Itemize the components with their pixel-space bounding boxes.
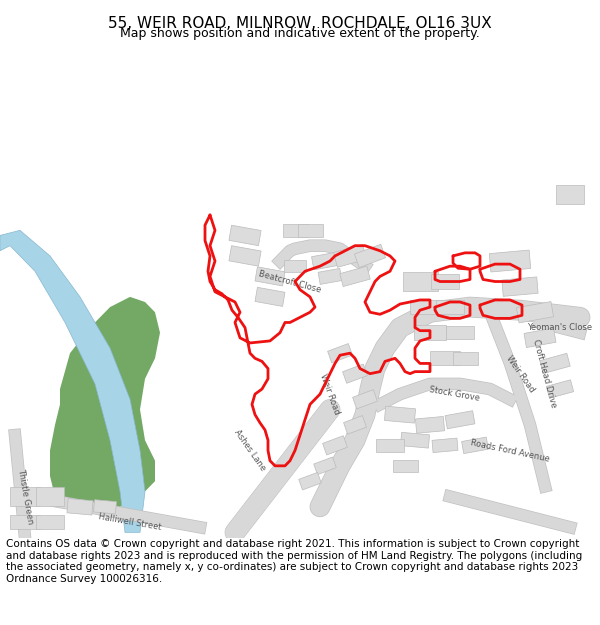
Bar: [432, 438, 458, 452]
Text: Beatcroft Close: Beatcroft Close: [258, 269, 322, 294]
Text: Thistle Green: Thistle Green: [16, 468, 34, 525]
Bar: [36, 488, 64, 506]
Polygon shape: [0, 231, 145, 532]
Text: 55, WEIR ROAD, MILNROW, ROCHDALE, OL16 3UX: 55, WEIR ROAD, MILNROW, ROCHDALE, OL16 3…: [108, 16, 492, 31]
Bar: [547, 380, 574, 398]
Bar: [255, 267, 285, 286]
Bar: [94, 499, 116, 514]
Bar: [298, 224, 323, 237]
Bar: [355, 244, 386, 268]
Bar: [445, 411, 475, 429]
Bar: [67, 499, 93, 515]
Bar: [385, 406, 416, 423]
Bar: [414, 325, 446, 341]
Text: Contains OS data © Crown copyright and database right 2021. This information is : Contains OS data © Crown copyright and d…: [6, 539, 582, 584]
Bar: [502, 277, 538, 296]
Text: Map shows position and indicative extent of the property.: Map shows position and indicative extent…: [120, 28, 480, 41]
Bar: [446, 326, 474, 339]
Text: Stock Grove: Stock Grove: [429, 385, 481, 403]
Bar: [255, 288, 285, 306]
Text: Roads Ford Avenue: Roads Ford Avenue: [470, 438, 550, 463]
Bar: [283, 224, 308, 237]
Text: Croft Head Drive: Croft Head Drive: [532, 339, 559, 409]
Bar: [36, 515, 64, 529]
Bar: [311, 253, 338, 270]
Text: Weir Road: Weir Road: [319, 372, 341, 416]
Bar: [540, 353, 570, 374]
Bar: [524, 328, 556, 348]
Text: Ashes Lane: Ashes Lane: [233, 428, 268, 472]
Bar: [461, 437, 488, 454]
Bar: [430, 351, 460, 366]
Bar: [10, 515, 40, 529]
Bar: [284, 260, 306, 272]
Bar: [229, 225, 261, 246]
Text: Halliwell Street: Halliwell Street: [98, 512, 162, 532]
Bar: [299, 472, 321, 490]
Bar: [436, 300, 464, 314]
Bar: [353, 389, 377, 409]
Bar: [343, 364, 367, 383]
Bar: [229, 246, 261, 266]
Bar: [328, 344, 352, 363]
Bar: [400, 432, 430, 448]
Bar: [318, 268, 342, 284]
Bar: [344, 416, 367, 434]
Bar: [10, 488, 40, 506]
Bar: [415, 416, 445, 433]
Bar: [323, 436, 347, 455]
Bar: [489, 250, 531, 272]
Bar: [340, 266, 370, 286]
Bar: [517, 301, 554, 323]
Bar: [392, 459, 418, 472]
Bar: [376, 439, 404, 452]
Bar: [431, 274, 459, 289]
Polygon shape: [50, 297, 160, 512]
Bar: [314, 457, 336, 474]
Text: Yeoman's Close: Yeoman's Close: [527, 323, 593, 332]
Bar: [556, 185, 584, 204]
Text: Weir Road: Weir Road: [504, 354, 536, 394]
Bar: [410, 300, 440, 314]
Bar: [403, 272, 437, 291]
Bar: [452, 352, 478, 365]
Bar: [334, 244, 367, 268]
